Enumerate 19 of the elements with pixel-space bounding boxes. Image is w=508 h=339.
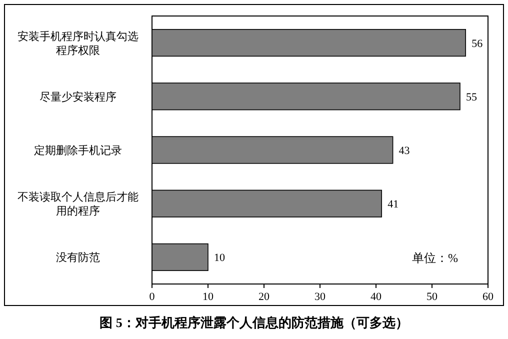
x-tick-label: 20 [258,291,270,303]
annotation: 单位：% [412,251,458,265]
data-label: 56 [472,38,484,50]
y-tick-label: 没有防范 [56,251,100,264]
data-label: 43 [398,145,410,157]
x-tick-label: 40 [370,291,382,303]
y-tick-label: 定期删除手机记录 [34,144,122,157]
x-tick-label: 0 [149,291,156,303]
x-tick-label: 50 [426,291,438,303]
text: 图 5：对手机程序泄露个人信息的防范措施（可多选） [100,315,408,330]
y-tick-label: 不装读取个人信息后才能用的程序 [18,190,138,218]
x-tick-label: 60 [482,291,494,303]
x-tick-label: 30 [314,291,326,303]
x-tick-label: 10 [202,291,214,303]
y-tick-label: 尽量少安装程序 [40,90,116,104]
data-label: 10 [214,252,226,264]
y-tick-label: 安装手机程序时认真勾选程序权限 [18,30,138,57]
data-label: 41 [388,198,399,211]
data-label: 55 [466,91,478,104]
